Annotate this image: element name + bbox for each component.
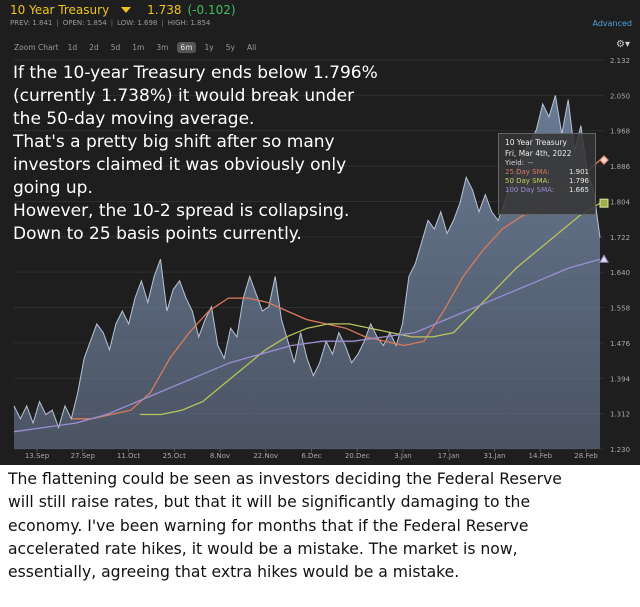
sma50-line [140,202,601,416]
gear-icon[interactable]: ⚙▾ [616,39,630,50]
quote-header: 10 Year Treasury 1.738 (-0.102) [10,2,236,18]
stat-divider: | [161,19,164,27]
stat-high: HIGH: 1.854 [167,19,211,27]
chart-panel: 2.132 2.050 1.968 1.886 1.804 1.722 1.640 1.558… [0,0,640,465]
tooltip-row-sma25: 25 Day SMA: 1.901 [505,168,589,176]
price-change: (-0.102) [187,3,236,17]
x-tick-label: 31.Jan [484,452,506,460]
caption-line: accelerated rate hikes, it would be a mi… [8,539,518,558]
zoom-all[interactable]: All [246,43,257,52]
y-tick-label: 2.132 [610,57,630,65]
tooltip-title: 10 Year Treasury [505,138,567,147]
x-tick-label: 6.Dec [301,452,321,460]
current-price: 1.738 [147,3,182,17]
caption-text: The flattening could be seen as investor… [8,468,636,584]
caption-line: economy. I've been warning for months th… [8,516,529,535]
annotation-line: (currently 1.738%) it would break under [13,86,355,106]
y-tick-label: 2.050 [610,92,630,100]
x-tick-label: 25.Oct [163,452,186,460]
stat-low: LOW: 1.698 [117,19,158,27]
caption-line: The flattening could be seen as investor… [8,470,562,488]
y-tick-label: 1.968 [610,128,630,136]
tooltip-value-sma25: 1.901 [568,168,589,176]
x-tick-label: 3.Jan [394,452,411,460]
tooltip-value-sma100: 1.665 [568,186,589,194]
y-tick-label: 1.722 [610,234,630,242]
x-tick-label: 17.Jan [438,452,460,460]
instrument-title: 10 Year Treasury [10,3,110,17]
stat-prev: PREV: 1.841 [10,19,53,27]
y-tick-label: 1.394 [610,375,631,383]
stat-divider: | [56,19,59,27]
stat-open: OPEN: 1.854 [62,19,107,27]
caption-line: essentially, agreeing that extra hikes w… [8,563,460,582]
x-tick-label: 8.Nov [210,452,230,460]
y-tick-label: 1.230 [610,446,630,454]
x-tick-label: 13.Sep [25,452,50,460]
y-tick-label: 1.640 [610,269,630,277]
tooltip-date: Fri, Mar 4th, 2022 [505,149,572,158]
sma25-line [72,159,601,420]
zoom-label: Zoom Chart [14,43,59,52]
sma25-marker [599,155,609,166]
tooltip-label-sma100: 100 Day SMA: [505,186,555,194]
y-tick-label: 1.886 [610,163,631,171]
zoom-1m[interactable]: 1m [132,43,145,52]
tooltip-yield-value: -- [528,159,534,167]
advanced-link[interactable]: Advanced [592,19,632,28]
x-tick-label: 22.Nov [253,452,278,460]
x-tick-label: 28.Feb [574,452,598,460]
zoom-6m[interactable]: 6m [177,42,196,53]
annotation-line: going up. [13,178,93,198]
zoom-1y[interactable]: 1y [204,43,214,52]
price-area [14,95,600,450]
zoom-5y[interactable]: 5y [225,43,235,52]
y-tick-label: 1.558 [610,305,630,313]
sma50-marker [599,198,609,208]
y-tick-label: 1.312 [610,411,630,419]
sma100-line [13,258,601,433]
x-tick-label: 14.Feb [528,452,552,460]
tooltip-yield-row: Yield: -- [505,159,589,167]
sma100-marker [599,254,609,263]
tooltip-yield-label: Yield: [505,159,525,167]
chevron-down-icon[interactable] [121,7,132,13]
x-tick-label: 27.Sep [71,452,96,460]
annotation-line: However, the 10-2 spread is collapsing. [13,201,350,221]
stat-divider: | [110,19,114,27]
chart-tooltip: 10 Year Treasury Fri, Mar 4th, 2022 Yiel… [498,133,596,215]
quote-stats: PREV: 1.841 | OPEN: 1.854 | LOW: 1.698 | HI… [10,19,210,27]
tooltip-value-sma50: 1.796 [568,177,589,185]
tooltip-label-sma25: 25 Day SMA: [505,168,550,176]
annotation-line: That's a pretty big shift after so many [13,132,335,152]
chart-canvas: 2.132 2.050 1.968 1.886 1.804 1.722 1.640 1.558… [13,57,631,460]
zoom-1d[interactable]: 1d [67,43,78,52]
annotation-line: the 50-day moving average. [13,109,255,129]
tooltip-row-sma50: 50 Day SMA: 1.796 [505,177,589,185]
zoom-toolbar: Zoom Chart 1d 2d 5d 1m 3m 6m 1y 5y All [14,42,259,53]
zoom-3m[interactable]: 3m [156,43,169,52]
y-tick-label: 1.804 [610,198,631,206]
tooltip-row-sma100: 100 Day SMA: 1.665 [505,186,589,194]
caption-line: will still raise rates, but that it will… [8,493,531,512]
annotation-line: If the 10-year Treasury ends below 1.796… [13,63,378,83]
annotation-text: If the 10-year Treasury ends below 1.796… [13,62,433,246]
zoom-2d[interactable]: 2d [89,43,99,52]
y-tick-label: 1.476 [610,340,631,348]
annotation-line: investors claimed it was obviously only [13,155,347,175]
x-tick-label: 20.Dec [345,452,370,460]
x-tick-label: 11.Oct [117,452,140,460]
zoom-5d[interactable]: 5d [110,43,121,52]
tooltip-label-sma50: 50 Day SMA: [505,177,550,185]
annotation-line: Down to 25 basis points currently. [13,224,302,244]
